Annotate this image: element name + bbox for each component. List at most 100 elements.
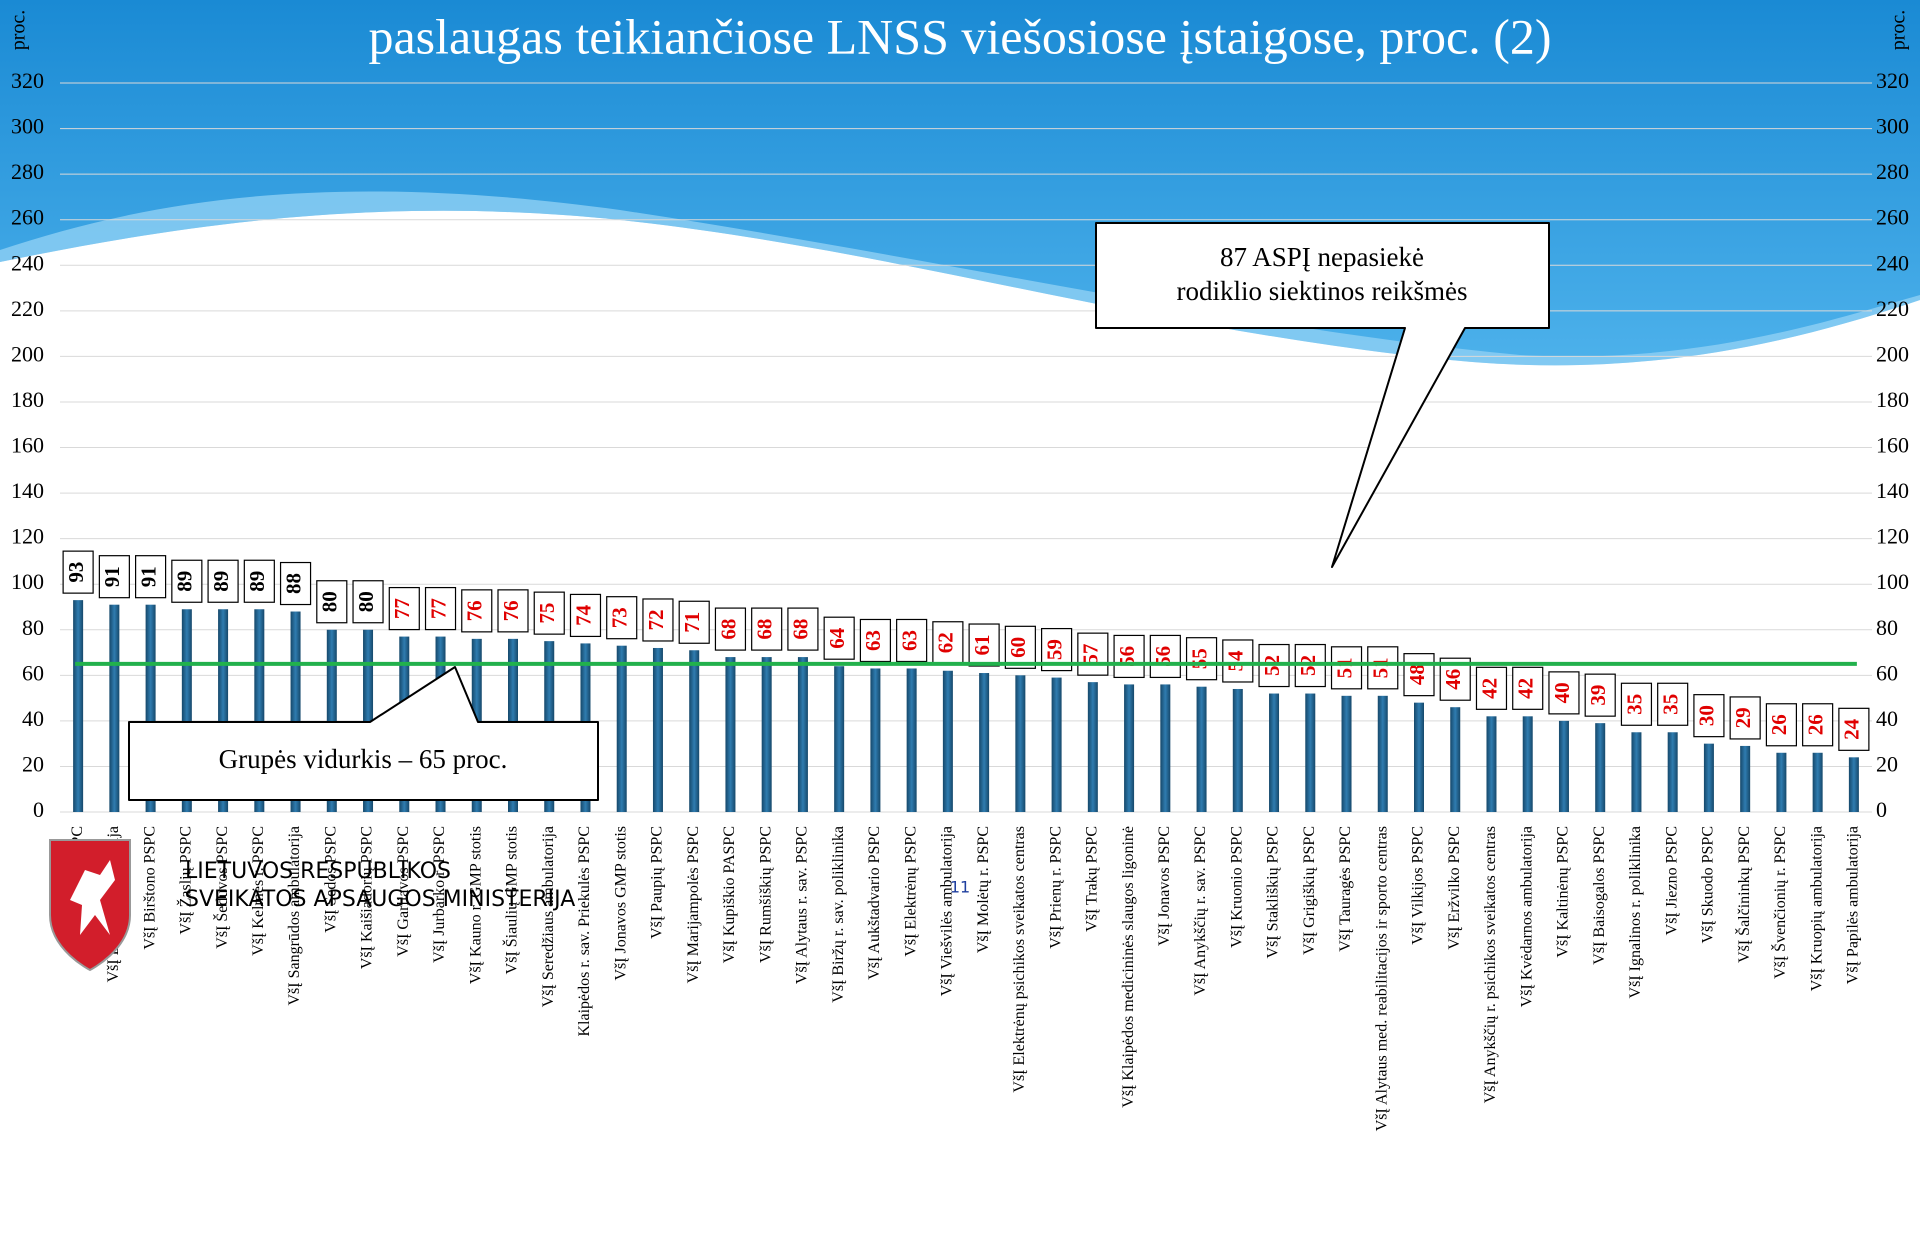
bar — [1486, 716, 1496, 812]
bar — [1197, 687, 1207, 812]
y-tick-label: 220 — [11, 296, 44, 321]
bar — [109, 605, 119, 812]
x-tick-label: VšĮ Prienų r. PSPC — [1047, 826, 1064, 949]
x-tick-label: VšĮ Anykščių r. psichikos sveikatos cent… — [1482, 826, 1499, 1103]
value-label: 61 — [970, 635, 994, 656]
value-label: 75 — [535, 603, 559, 624]
bar — [1378, 696, 1388, 812]
y2-tick-label: 300 — [1876, 114, 1909, 139]
x-tick-label: VšĮ Kruonio PSPC — [1228, 826, 1245, 948]
value-label: 60 — [1006, 637, 1030, 658]
bar — [870, 668, 880, 812]
value-label: 72 — [644, 609, 668, 630]
y2-tick-label: 180 — [1876, 387, 1909, 412]
y2-tick-label: 0 — [1876, 797, 1887, 822]
bar — [1559, 721, 1569, 812]
y-tick-label: 80 — [22, 615, 44, 640]
value-label: 42 — [1514, 678, 1538, 699]
value-label: 63 — [897, 630, 921, 651]
x-tick-label: VšĮ Molėtų r. PSPC — [975, 826, 992, 953]
value-label: 55 — [1187, 648, 1211, 669]
y-tick-label: 240 — [11, 250, 44, 275]
bar — [1849, 757, 1859, 812]
x-tick-label: VšĮ Marijampolės PSPC — [685, 826, 702, 983]
value-label: 35 — [1622, 694, 1646, 715]
x-tick-label: VšĮ Eržvilko PSPC — [1446, 826, 1463, 950]
bar — [907, 668, 917, 812]
value-label: 71 — [680, 612, 704, 633]
bar — [1595, 723, 1605, 812]
value-label: 39 — [1586, 685, 1610, 706]
x-tick-label: VšĮ Šeduvos PSPC — [212, 826, 231, 949]
value-label: 68 — [789, 619, 813, 640]
value-label: 89 — [173, 571, 197, 592]
y2-tick-label: 240 — [1876, 250, 1909, 275]
value-label: 30 — [1695, 705, 1719, 726]
bar — [1342, 696, 1352, 812]
bar — [1704, 744, 1714, 812]
value-label: 26 — [1767, 714, 1791, 735]
x-tick-label: VšĮ Kauno r. GMP stotis — [467, 826, 484, 984]
bar — [725, 657, 735, 812]
bar — [1124, 684, 1134, 812]
x-tick-label: VšĮ Kupiškio PASPC — [721, 826, 738, 963]
x-tick-label: VšĮ Stakliškių PSPC — [1265, 826, 1282, 958]
value-label: 40 — [1550, 682, 1574, 703]
average-label: Grupės vidurkis – 65 proc. — [219, 744, 508, 774]
bar — [1776, 753, 1786, 812]
bar — [1450, 707, 1460, 812]
bar — [1269, 694, 1279, 812]
x-tick-label: VšĮ Jurbarko r. PSPC — [431, 826, 448, 963]
x-tick-label: VšĮ Kruopių ambulatorija — [1808, 826, 1825, 991]
y-tick-label: 300 — [11, 114, 44, 139]
y-tick-label: 60 — [22, 660, 44, 685]
x-tick-label: VšĮ Jonavos GMP stotis — [612, 826, 629, 981]
x-tick-label: VšĮ Sedos PSPC — [322, 826, 339, 933]
value-label: 74 — [571, 604, 595, 626]
y-axis-label: proc. — [8, 10, 30, 51]
bar — [73, 600, 83, 812]
value-label: 68 — [752, 619, 776, 640]
value-label: 46 — [1441, 669, 1465, 690]
value-label: 48 — [1405, 664, 1429, 685]
x-tick-label: VšĮ Kelmės r. PSPC — [250, 826, 267, 956]
bar — [1233, 689, 1243, 812]
y2-tick-label: 320 — [1876, 68, 1909, 93]
x-tick-label: Klaipėdos r. sav. Priekulės PSPC — [576, 826, 593, 1037]
bar — [798, 657, 808, 812]
y-tick-label: 120 — [11, 524, 44, 549]
value-label: 76 — [463, 600, 487, 621]
y2-tick-label: 20 — [1876, 751, 1898, 776]
value-label: 51 — [1369, 657, 1393, 678]
value-label: 88 — [281, 573, 305, 594]
y2-tick-label: 200 — [1876, 341, 1909, 366]
y2-tick-label: 260 — [1876, 205, 1909, 230]
value-label: 51 — [1332, 657, 1356, 678]
x-tick-label: VšĮ Elektrėnų psichikos sveikatos centra… — [1011, 826, 1028, 1093]
y2-tick-label: 40 — [1876, 706, 1898, 731]
chart-title: paslaugas teikiančiose LNSS viešosiose į… — [368, 8, 1551, 64]
y-tick-label: 20 — [22, 751, 44, 776]
value-label: 29 — [1731, 707, 1755, 728]
value-label: 91 — [100, 566, 124, 587]
x-tick-label: VšĮ Viešvilės ambulatorija — [939, 826, 956, 996]
value-label: 35 — [1658, 694, 1682, 715]
y-tick-label: 0 — [33, 797, 44, 822]
value-label: 26 — [1803, 714, 1827, 735]
bar — [1160, 684, 1170, 812]
bar — [1088, 682, 1098, 812]
bar — [1523, 716, 1533, 812]
value-label: 57 — [1079, 644, 1103, 665]
value-label: 77 — [426, 598, 450, 619]
value-label: 80 — [318, 591, 342, 612]
value-label: 76 — [499, 600, 523, 621]
bar — [1813, 753, 1823, 812]
value-label: 24 — [1840, 718, 1864, 740]
x-tick-label: VšĮ Paupių PSPC — [649, 826, 666, 939]
value-label: 42 — [1477, 678, 1501, 699]
x-tick-label: VšĮ Kvėdarnos ambulatorija — [1518, 826, 1535, 1007]
x-tick-label: VšĮ Žaslių PSPC — [176, 826, 195, 934]
annotation-line: 87 ASPĮ nepasiekė — [1220, 242, 1424, 272]
y2-tick-label: 100 — [1876, 569, 1909, 594]
bar — [689, 650, 699, 812]
